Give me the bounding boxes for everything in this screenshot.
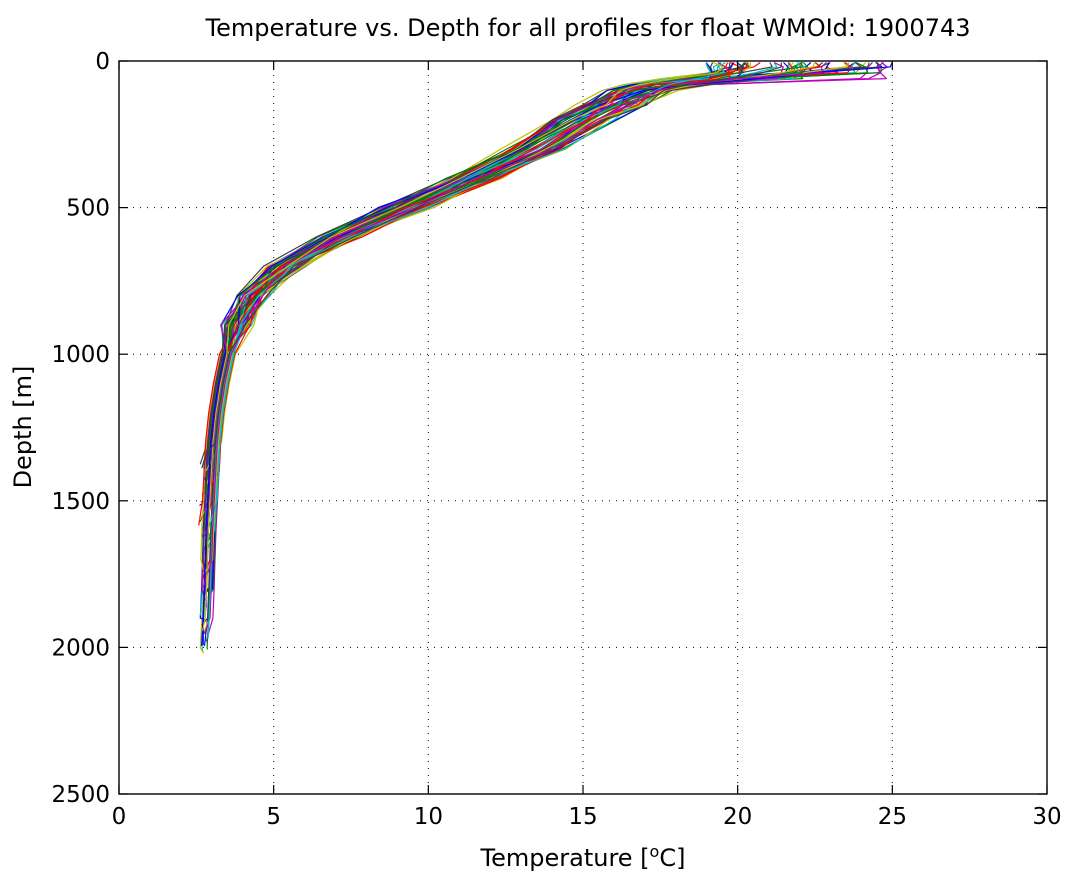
y-tick-label: 2000 (51, 635, 110, 661)
y-tick-label: 0 (95, 49, 110, 75)
tick-marks (118, 60, 1048, 795)
x-tick-labels: 0 5 10 15 20 25 30 (112, 804, 1062, 830)
grid-lines (119, 61, 1047, 794)
profile-line (202, 61, 724, 631)
y-axis-label: Depth [m] (9, 366, 37, 489)
chart-title: Temperature vs. Depth for all profiles f… (204, 14, 970, 42)
y-tick-label: 1500 (51, 489, 110, 515)
y-tick-label: 500 (66, 196, 110, 222)
x-tick-label: 25 (878, 804, 907, 830)
x-tick-label: 5 (266, 804, 281, 830)
x-tick-label: 20 (723, 804, 752, 830)
y-tick-labels: 0 500 1000 1500 2000 2500 (51, 49, 110, 808)
profile-line (203, 62, 782, 459)
plot-area (119, 61, 1047, 794)
x-tick-label: 15 (568, 804, 597, 830)
profile-line (201, 62, 882, 626)
profiles-layer (198, 61, 893, 654)
x-axis-label: Temperature [oC] (480, 842, 686, 872)
profile-line (208, 61, 726, 528)
x-tick-label: 10 (414, 804, 443, 830)
y-tick-label: 2500 (51, 782, 110, 808)
x-tick-label: 30 (1032, 804, 1061, 830)
y-tick-label: 1000 (51, 342, 110, 368)
profile-line (205, 62, 752, 472)
x-tick-label: 0 (112, 804, 127, 830)
